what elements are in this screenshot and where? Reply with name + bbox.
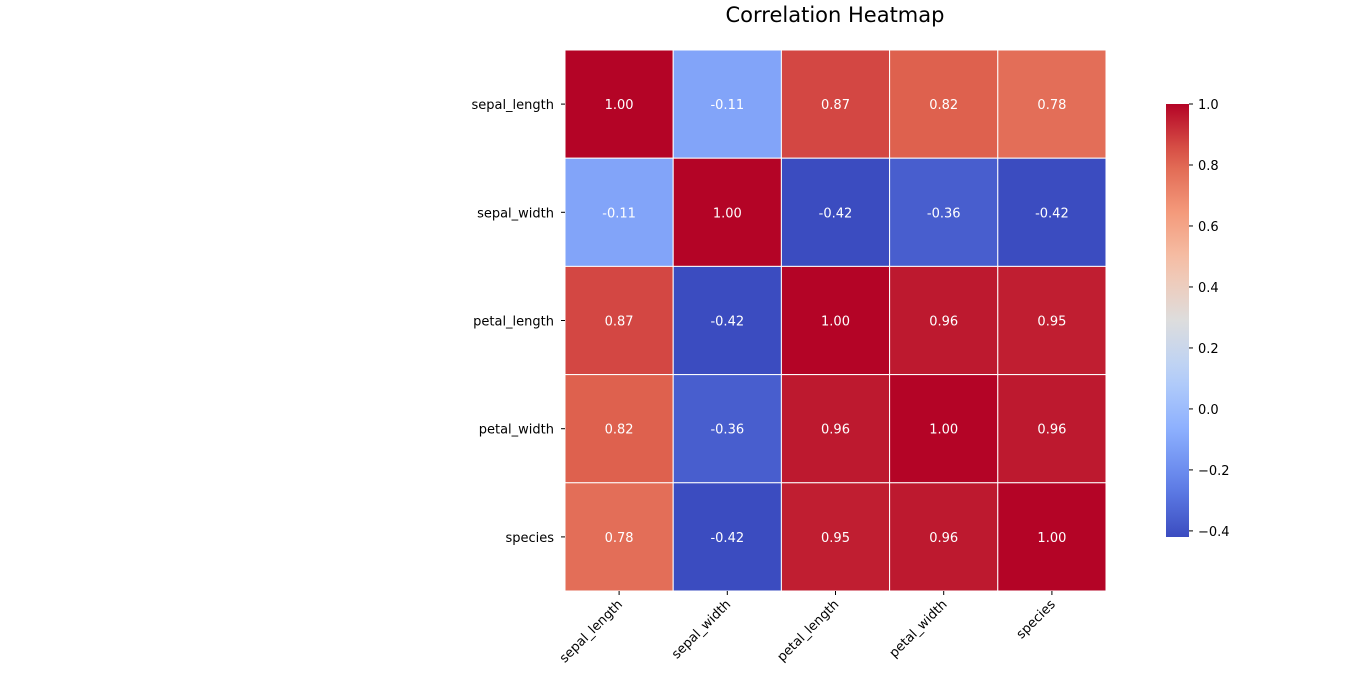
cell-value-label: 0.96 [1037, 423, 1066, 438]
colorbar-tick-label: 0.4 [1198, 281, 1219, 296]
cell-value-label: 0.87 [821, 98, 850, 113]
heatmap-cell [889, 49, 999, 159]
cell-value-label: -0.36 [710, 423, 744, 438]
heatmap-cell [780, 49, 891, 159]
cell-value-label: 1.00 [821, 315, 850, 330]
heatmap-cell [889, 374, 999, 484]
cell-value-label: 0.96 [929, 315, 958, 330]
cell-value-label: -0.42 [1035, 206, 1069, 221]
heatmap-cell [672, 49, 782, 159]
cell-value-label: 1.00 [713, 206, 742, 221]
colorbar-tick-label: 0.6 [1198, 220, 1219, 235]
colorbar-tick-label: 0.2 [1198, 342, 1219, 357]
cell-value-label: 1.00 [605, 98, 634, 113]
cell-value-label: 0.82 [605, 423, 634, 438]
y-tick-label: sepal_width [477, 206, 554, 221]
heatmap-cell [564, 482, 674, 592]
cell-value-label: 0.95 [1037, 315, 1066, 330]
x-tick-label: petal_length [775, 597, 843, 665]
colorbar-gradient [1166, 104, 1189, 537]
x-tick-label: species [1014, 597, 1059, 642]
cell-value-label: 0.96 [821, 423, 850, 438]
cell-value-label: -0.42 [819, 206, 853, 221]
y-tick-label: petal_width [479, 423, 554, 438]
y-tick-label: sepal_length [471, 98, 554, 113]
colorbar-tick-label: −0.2 [1198, 464, 1230, 479]
x-tick-label: sepal_length [557, 597, 626, 666]
heatmap-cell [889, 265, 999, 376]
x-axis: sepal_length sepal_width petal_length petal… [557, 591, 1059, 666]
colorbar: 1.0 0.8 0.6 0.4 0.2 0.0 −0.2 −0.4 [1166, 98, 1230, 540]
x-tick-label: sepal_width [669, 597, 734, 662]
y-tick-label: species [505, 531, 554, 546]
colorbar-tick-label: −0.4 [1198, 525, 1230, 540]
x-tick-label: petal_width [887, 597, 951, 661]
cell-value-label: 1.00 [1037, 531, 1066, 546]
cell-value-label: -0.42 [710, 315, 744, 330]
cell-value-label: -0.11 [602, 206, 636, 221]
cell-value-label: -0.36 [927, 206, 961, 221]
cell-value-label: -0.42 [710, 531, 744, 546]
colorbar-tick-label: 1.0 [1198, 98, 1219, 113]
cell-value-label: 0.87 [605, 315, 634, 330]
cell-value-label: 0.82 [929, 98, 958, 113]
cell-value-label: 0.78 [605, 531, 634, 546]
heatmap-cell [564, 157, 674, 267]
y-axis: sepal_length sepal_width petal_lengthpetal… [471, 98, 565, 546]
chart-title: Correlation Heatmap [726, 3, 945, 27]
heatmap-cell [672, 482, 782, 592]
cell-value-label: 0.95 [821, 531, 850, 546]
cell-value-label: 0.96 [929, 531, 958, 546]
heatmap-cell [672, 265, 782, 376]
heatmap-cell [780, 374, 891, 484]
cell-value-label: -0.11 [710, 98, 744, 113]
heatmap-cells: 1.00 -0.11 0.87 0.82 0.78 -0.11 1.00 -0.42 -0.36… [564, 49, 1107, 592]
cell-value-label: 0.78 [1037, 98, 1066, 113]
heatmap-cell [997, 265, 1107, 376]
colorbar-tick-label: 0.8 [1198, 159, 1219, 174]
y-tick-label: petal_length [473, 315, 554, 330]
heatmap-cell [780, 482, 891, 592]
cell-value-label: 1.00 [929, 423, 958, 438]
heatmap-cell [672, 374, 782, 484]
heatmap-cell [997, 49, 1107, 159]
colorbar-tick-label: 0.0 [1198, 403, 1219, 418]
heatmap-cell [997, 482, 1107, 592]
heatmap-cell [780, 157, 891, 267]
heatmap-cell [564, 49, 674, 159]
heatmap-cell [997, 157, 1107, 267]
heatmap-cell [997, 374, 1107, 484]
heatmap-cell [780, 265, 891, 376]
